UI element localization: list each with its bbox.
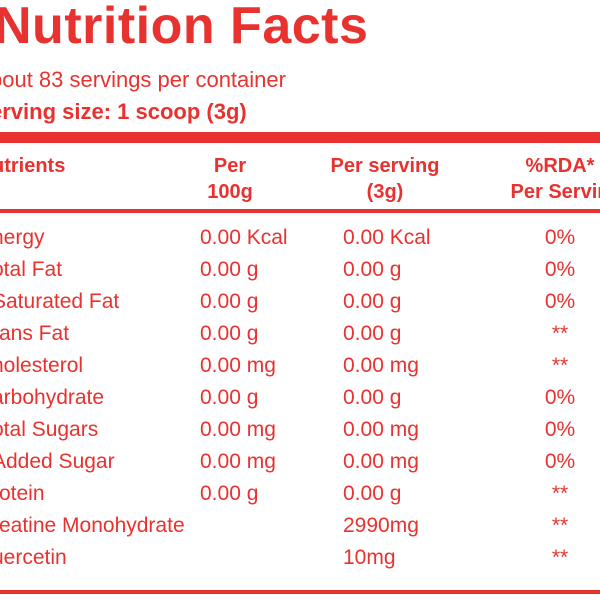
nutrient-rda: ** [551, 546, 569, 569]
nutrient-rda: ** [551, 514, 569, 537]
table-row: Saturated Fat 0.00 g 0.00 g 0% [0, 286, 600, 318]
nutrient-per-serving: 2990mg [343, 514, 419, 537]
header-rda-line2: Per Servin [510, 181, 600, 203]
nutrient-per-serving: 0.00 g [343, 258, 402, 281]
label-title: Nutrition Facts [0, 0, 369, 55]
nutrient-per-100g: 0.00 g [200, 386, 259, 409]
header-divider [0, 209, 600, 213]
nutrient-name: reatine Monohydrate [0, 514, 185, 537]
nutrient-rda: ** [551, 482, 569, 505]
table-row: otal Sugars 0.00 mg 0.00 mg 0% [0, 414, 600, 446]
nutrient-rda: 0% [544, 418, 576, 441]
nutrient-rda: ** [551, 354, 569, 377]
header-nutrients: utrients [0, 155, 66, 177]
header-rda: %RDA* Per Servin [490, 153, 600, 205]
serving-size: erving size: 1 scoop (3g) [0, 99, 247, 124]
nutrient-name: otal Fat [0, 258, 63, 281]
nutrient-per-serving: 0.00 mg [343, 450, 419, 473]
header-per-serving: Per serving (3g) [310, 153, 460, 205]
table-row: holesterol 0.00 mg 0.00 mg ** [0, 350, 600, 382]
nutrient-name: otal Sugars [0, 418, 99, 441]
table-row: uercetin 10mg ** [0, 542, 600, 574]
nutrient-rda: 0% [544, 290, 576, 313]
nutrient-name: arbohydrate [0, 386, 105, 409]
nutrient-per-serving: 0.00 g [343, 290, 402, 313]
nutrient-name: rans Fat [0, 322, 70, 345]
nutrient-per-serving: 0.00 Kcal [343, 226, 431, 249]
nutrient-per-serving: 0.00 mg [343, 418, 419, 441]
nutrient-per-serving: 0.00 g [343, 386, 402, 409]
nutrient-rda: ** [551, 322, 569, 345]
nutrient-per-serving: 0.00 mg [343, 354, 419, 377]
nutrient-per-serving: 10mg [343, 546, 396, 569]
nutrient-per-100g: 0.00 g [200, 258, 259, 281]
nutrient-name: rotein [0, 482, 45, 505]
table-row: otal Fat 0.00 g 0.00 g 0% [0, 254, 600, 286]
header-per-100g-line2: 100g [207, 181, 253, 203]
nutrient-per-100g: 0.00 g [200, 322, 259, 345]
nutrient-rda: 0% [544, 450, 576, 473]
nutrient-per-100g: 0.00 g [200, 482, 259, 505]
header-per-serving-line2: (3g) [366, 181, 404, 203]
header-per-100g: Per 100g [180, 153, 280, 205]
nutrient-per-serving: 0.00 g [343, 482, 402, 505]
servings-per-container: bout 83 servings per container [0, 67, 286, 92]
header-per-serving-line1: Per serving [330, 155, 440, 177]
table-row: arbohydrate 0.00 g 0.00 g 0% [0, 382, 600, 414]
table-row: rans Fat 0.00 g 0.00 g ** [0, 318, 600, 350]
nutrient-rda: 0% [544, 226, 576, 249]
nutrient-per-100g: 0.00 mg [200, 354, 276, 377]
nutrient-per-100g: 0.00 Kcal [200, 226, 288, 249]
table-row: Added Sugar 0.00 mg 0.00 mg 0% [0, 446, 600, 478]
thick-divider [0, 132, 600, 143]
nutrient-name: Added Sugar [0, 450, 115, 473]
header-rda-line1: %RDA* [525, 155, 595, 177]
nutrient-rda: 0% [544, 386, 576, 409]
nutrient-per-100g: 0.00 mg [200, 418, 276, 441]
nutrient-per-serving: 0.00 g [343, 322, 402, 345]
nutrient-name: holesterol [0, 354, 84, 377]
nutrient-name: uercetin [0, 546, 67, 569]
nutrient-rda: 0% [544, 258, 576, 281]
table-row: rotein 0.00 g 0.00 g ** [0, 478, 600, 510]
nutrient-per-100g: 0.00 g [200, 290, 259, 313]
table-row: reatine Monohydrate 2990mg ** [0, 510, 600, 542]
nutrient-name: Saturated Fat [0, 290, 120, 313]
bottom-divider [0, 590, 600, 594]
nutrient-per-100g: 0.00 mg [200, 450, 276, 473]
header-per-100g-line1: Per [213, 155, 247, 177]
